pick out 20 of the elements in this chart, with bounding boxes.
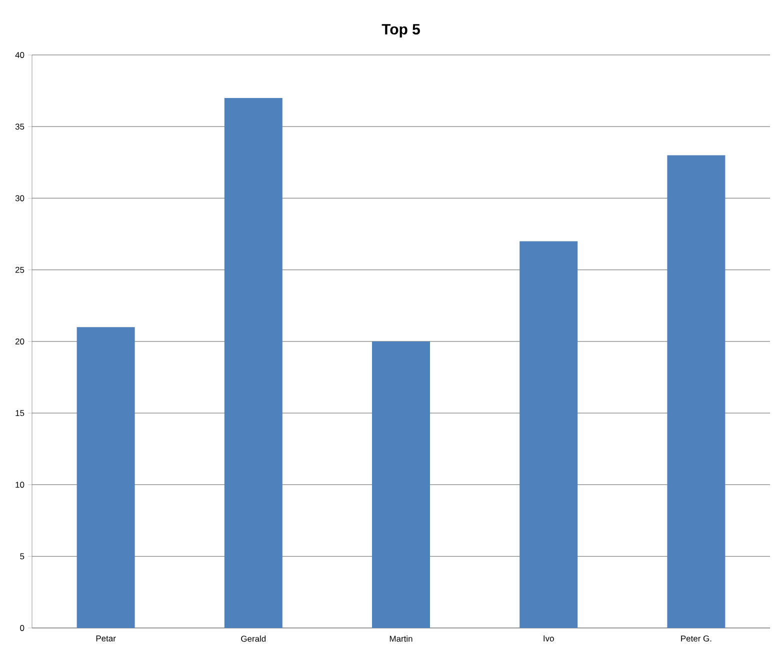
bar xyxy=(224,98,282,628)
bar xyxy=(372,341,430,628)
chart-title: Top 5 xyxy=(382,24,420,38)
y-tick-label: 35 xyxy=(15,124,24,130)
x-tick-label: Ivo xyxy=(544,636,554,642)
x-tick-label: Petar xyxy=(96,636,116,642)
y-tick-label: 25 xyxy=(15,266,24,273)
y-tick-label: 40 xyxy=(15,52,24,58)
y-tick-label: 15 xyxy=(16,410,24,416)
y-tick-label: 30 xyxy=(15,195,24,202)
y-tick-label: 5 xyxy=(20,553,24,560)
x-tick-label: Martin xyxy=(390,636,412,642)
bar xyxy=(76,327,135,628)
y-tick-label: 20 xyxy=(15,338,24,344)
bar xyxy=(520,241,578,628)
x-tick-label: Peter G. xyxy=(681,636,712,642)
y-tick-label: 0 xyxy=(20,624,24,631)
x-tick-label: Gerald xyxy=(241,636,266,642)
bar xyxy=(667,155,726,628)
y-tick-label: 10 xyxy=(16,482,24,488)
